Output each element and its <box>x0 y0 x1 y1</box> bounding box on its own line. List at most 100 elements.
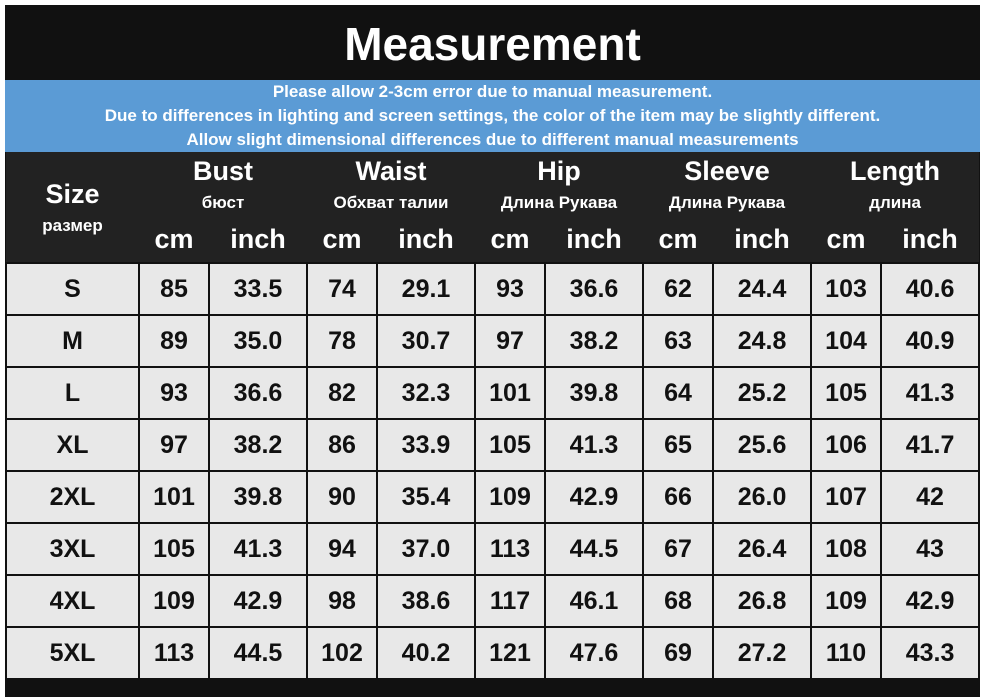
value-cell: 90 <box>306 470 378 524</box>
size-cell: 4XL <box>5 574 140 628</box>
value-cell: 43 <box>880 522 981 576</box>
value-cell: 64 <box>642 366 715 420</box>
unit: inch <box>545 216 644 263</box>
size-cell: 3XL <box>5 522 140 576</box>
value-cell: 102 <box>306 626 378 680</box>
unit: cm <box>811 216 882 263</box>
value-cell: 25.6 <box>712 418 813 472</box>
value-cell: 41.3 <box>544 418 645 472</box>
value-cell: 67 <box>642 522 715 576</box>
value-cell: 46.1 <box>544 574 645 628</box>
unit: inch <box>209 216 307 263</box>
unit: cm <box>307 216 377 263</box>
column-name: Length <box>811 152 980 190</box>
data-row: L 93 36.6 82 32.3 101 39.8 64 25.2 105 41.3 <box>5 366 981 420</box>
value-cell: 69 <box>642 626 715 680</box>
value-cell: 32.3 <box>375 366 477 420</box>
size-cell: L <box>5 366 140 420</box>
column-sub: длина <box>811 190 980 216</box>
value-cell: 101 <box>138 470 210 524</box>
note-line: Allow slight dimensional differences due… <box>186 130 799 149</box>
value-cell: 105 <box>810 366 883 420</box>
value-cell: 63 <box>642 314 715 368</box>
value-cell: 38.2 <box>544 314 645 368</box>
value-cell: 41.3 <box>880 366 981 420</box>
value-cell: 44.5 <box>544 522 645 576</box>
value-cell: 38.6 <box>375 574 477 628</box>
column-name: Bust <box>139 152 307 190</box>
value-cell: 110 <box>810 626 883 680</box>
value-cell: 62 <box>642 262 715 316</box>
column-name: Sleeve <box>643 152 812 190</box>
value-cell: 109 <box>474 470 547 524</box>
unit: inch <box>713 216 812 263</box>
value-cell: 26.0 <box>712 470 813 524</box>
measurement-chart: Measurement Please allow 2-3cm error due… <box>5 5 981 697</box>
data-row: M 89 35.0 78 30.7 97 38.2 63 24.8 104 40.9 <box>5 314 981 368</box>
size-header: Size размер <box>6 152 139 263</box>
column-name: Waist <box>307 152 476 190</box>
unit-row: cm inch cm inch cm inch cm inch cm inch <box>6 216 980 263</box>
data-row: S 85 33.5 74 29.1 93 36.6 62 24.4 103 40.6 <box>5 262 981 316</box>
value-cell: 29.1 <box>375 262 477 316</box>
column-name: Hip <box>475 152 644 190</box>
value-cell: 104 <box>810 314 883 368</box>
unit: cm <box>139 216 209 263</box>
column-sub: Длина Рукава <box>475 190 644 216</box>
size-cell: S <box>5 262 140 316</box>
value-cell: 42.9 <box>208 574 308 628</box>
value-cell: 85 <box>138 262 210 316</box>
value-cell: 47.6 <box>544 626 645 680</box>
value-cell: 105 <box>138 522 210 576</box>
value-cell: 36.6 <box>208 366 308 420</box>
value-cell: 41.3 <box>208 522 308 576</box>
header-row: бюст Обхват талии Длина Рукава Длина Рукава… <box>6 190 980 216</box>
unit: cm <box>643 216 714 263</box>
value-cell: 86 <box>306 418 378 472</box>
value-cell: 39.8 <box>208 470 308 524</box>
value-cell: 65 <box>642 418 715 472</box>
value-cell: 44.5 <box>208 626 308 680</box>
value-cell: 108 <box>810 522 883 576</box>
unit: cm <box>475 216 546 263</box>
value-cell: 27.2 <box>712 626 813 680</box>
column-sub: бюст <box>139 190 307 216</box>
data-row: 4XL 109 42.9 98 38.6 117 46.1 68 26.8 109 42.9 <box>5 574 981 628</box>
value-cell: 101 <box>474 366 547 420</box>
value-cell: 106 <box>810 418 883 472</box>
value-cell: 94 <box>306 522 378 576</box>
unit: inch <box>377 216 476 263</box>
data-row: 3XL 105 41.3 94 37.0 113 44.5 67 26.4 108 43 <box>5 522 981 576</box>
value-cell: 93 <box>474 262 547 316</box>
value-cell: 82 <box>306 366 378 420</box>
value-cell: 117 <box>474 574 547 628</box>
value-cell: 113 <box>138 626 210 680</box>
value-cell: 74 <box>306 262 378 316</box>
value-cell: 35.4 <box>375 470 477 524</box>
value-cell: 121 <box>474 626 547 680</box>
data-row: 2XL 101 39.8 90 35.4 109 42.9 66 26.0 107 42 <box>5 470 981 524</box>
value-cell: 41.7 <box>880 418 981 472</box>
value-cell: 33.5 <box>208 262 308 316</box>
value-cell: 42.9 <box>880 574 981 628</box>
data-row: 5XL 113 44.5 102 40.2 121 47.6 69 27.2 110 43.3 <box>5 626 981 680</box>
value-cell: 105 <box>474 418 547 472</box>
value-cell: 40.2 <box>375 626 477 680</box>
size-label: Size <box>45 178 100 209</box>
value-cell: 30.7 <box>375 314 477 368</box>
value-cell: 43.3 <box>880 626 981 680</box>
size-cell: M <box>5 314 140 368</box>
value-cell: 42.9 <box>544 470 645 524</box>
value-cell: 24.8 <box>712 314 813 368</box>
unit: inch <box>881 216 980 263</box>
value-cell: 39.8 <box>544 366 645 420</box>
size-cell: 5XL <box>5 626 140 680</box>
data-row: XL 97 38.2 86 33.9 105 41.3 65 25.6 106 41.7 <box>5 418 981 472</box>
value-cell: 98 <box>306 574 378 628</box>
column-sub: Длина Рукава <box>643 190 812 216</box>
value-cell: 97 <box>138 418 210 472</box>
note-line: Please allow 2-3cm error due to manual m… <box>272 82 713 101</box>
size-sub: размер <box>42 215 103 235</box>
note-line: Due to differences in lighting and scree… <box>104 106 881 125</box>
value-cell: 109 <box>138 574 210 628</box>
